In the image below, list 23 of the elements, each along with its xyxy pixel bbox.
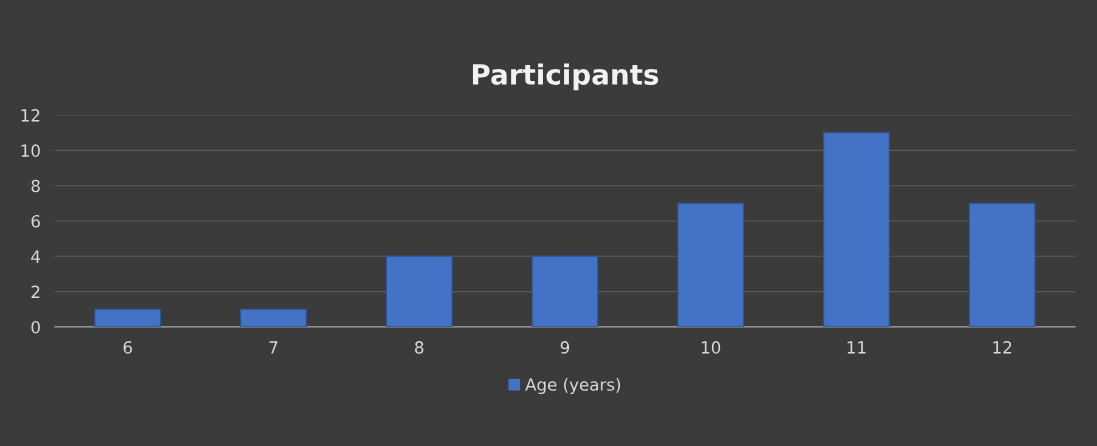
y-tick-label: 10 (21, 144, 40, 157)
x-tick-label: 12 (993, 341, 1012, 354)
legend-label: Age (years) (525, 377, 621, 395)
y-tick-label: 0 (31, 320, 40, 334)
bar (823, 132, 890, 327)
y-tick-label: 6 (31, 214, 40, 228)
y-tick-label: 8 (31, 179, 40, 193)
bar (240, 308, 307, 327)
chart-title: Participants (472, 63, 659, 91)
bar (385, 255, 453, 327)
x-tick-label: 9 (560, 341, 570, 354)
y-tick-label: 12 (21, 109, 40, 122)
x-tick-label: 8 (415, 341, 424, 354)
y-tick-label: 4 (31, 250, 41, 263)
bar (94, 308, 162, 327)
x-tick-label: 6 (123, 341, 132, 354)
bar (531, 255, 599, 327)
y-tick-label: 2 (31, 285, 40, 298)
x-tick-label: 10 (701, 341, 721, 354)
bar (968, 202, 1036, 327)
x-tick-label: 11 (847, 341, 866, 354)
bar (677, 202, 745, 327)
x-tick-label: 7 (269, 341, 278, 354)
